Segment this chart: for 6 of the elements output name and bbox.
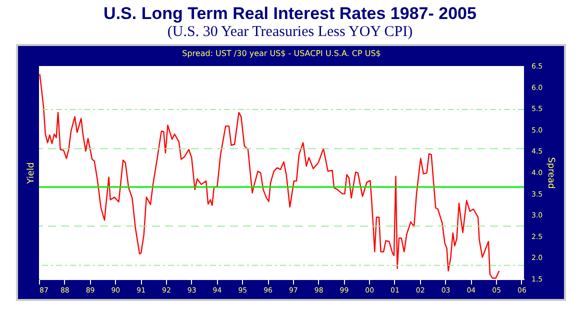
chart-subtitle: (U.S. 30 Year Treasuries Less YOY CPI) [166,24,414,41]
y-axis-title: Yield [26,162,36,185]
line-series [39,73,500,279]
chart-title: U.S. Long Term Real Interest Rates 1987- 2005 [102,4,478,24]
y2-axis-title: Spread [546,157,556,189]
text: Spread: UST /30 year US$ - USACPI U.S.A. CP US$ [182,49,381,58]
